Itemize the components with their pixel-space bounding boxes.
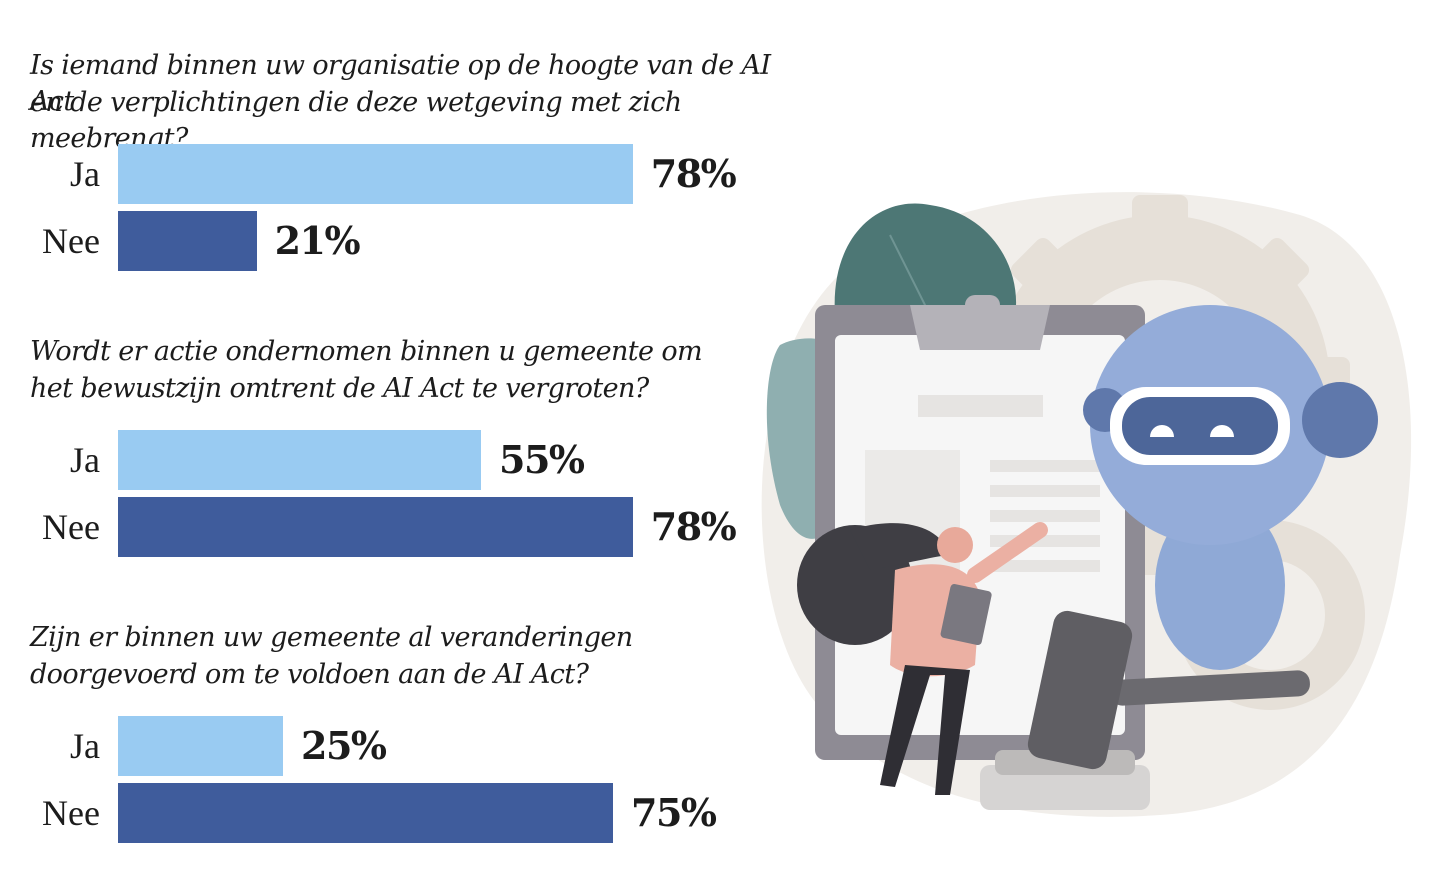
value-label: 25% (301, 723, 387, 768)
survey-charts: Is iemand binnen uw organisatie op de ho… (30, 50, 771, 843)
bar-ja (118, 716, 283, 776)
question-title-line: en de verplichtingen die deze wetgeving … (30, 87, 682, 154)
question-title-line: doorgevoerd om te voldoen aan de AI Act? (30, 659, 589, 690)
question-title-line: het bewustzijn omtrent de AI Act te verg… (30, 373, 649, 404)
bar-ja (118, 144, 633, 204)
category-label: Nee (42, 507, 100, 547)
question-title-line: Is iemand binnen uw organisatie op de ho… (30, 50, 771, 117)
category-label: Ja (70, 440, 100, 480)
category-label: Nee (42, 793, 100, 833)
category-label: Ja (70, 726, 100, 766)
category-label: Ja (70, 154, 100, 194)
bar-nee (118, 497, 633, 557)
category-label: Nee (42, 221, 100, 261)
woman-figure (797, 522, 1048, 795)
ai-act-illustration (761, 192, 1412, 817)
value-label: 55% (499, 437, 585, 482)
value-label: 78% (650, 151, 737, 196)
question-title-line: Zijn er binnen uw gemeente al veranderin… (30, 622, 633, 653)
question-title-line: Wordt er actie ondernomen binnen u gemee… (30, 336, 703, 367)
bar-nee (118, 211, 257, 271)
bar-nee (118, 783, 613, 843)
value-label: 21% (274, 218, 361, 263)
clipboard-clip (910, 305, 1050, 350)
value-label: 78% (650, 504, 737, 549)
bar-ja (118, 430, 481, 490)
gavel-icon (980, 610, 1310, 810)
robot (1083, 305, 1378, 670)
value-label: 75% (631, 790, 717, 835)
